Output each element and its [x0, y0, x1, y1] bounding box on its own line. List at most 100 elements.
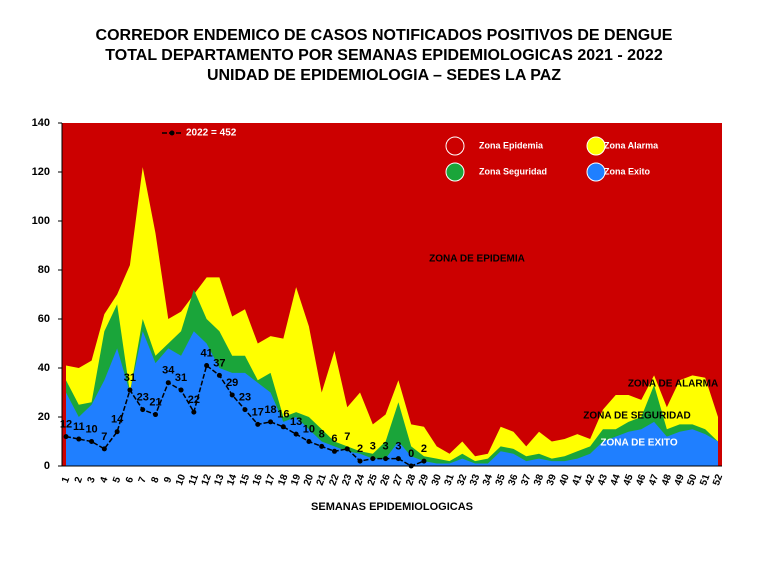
legend-label: Zona Alarma — [604, 140, 659, 150]
x-tick-label: 39 — [545, 473, 559, 488]
line-point — [395, 456, 401, 462]
y-tick-label: 140 — [32, 117, 50, 129]
x-tick-label: 29 — [417, 473, 431, 488]
data-label: 31 — [124, 372, 136, 384]
x-tick-label: 45 — [622, 473, 636, 488]
data-label: 37 — [213, 357, 225, 369]
legend-label: Zona Exito — [604, 166, 651, 176]
data-label: 29 — [226, 377, 238, 389]
chart-title: CORREDOR ENDEMICO DE CASOS NOTIFICADOS P… — [96, 27, 673, 44]
x-tick-label: 40 — [558, 473, 572, 488]
x-tick-label: 31 — [443, 473, 457, 488]
data-label: 18 — [264, 404, 276, 416]
data-label: 3 — [370, 441, 376, 453]
line-point — [319, 443, 325, 449]
x-tick-label: 2 — [73, 475, 85, 484]
x-tick-label: 18 — [276, 473, 290, 488]
data-label: 17 — [252, 406, 264, 418]
line-point — [127, 387, 133, 393]
x-tick-label: 27 — [391, 473, 405, 488]
line-point — [165, 380, 171, 386]
data-label: 2 — [357, 443, 363, 455]
line-point — [344, 446, 350, 452]
x-tick-label: 16 — [251, 473, 265, 488]
x-tick-label: 13 — [212, 473, 226, 488]
y-tick-label: 40 — [38, 362, 50, 374]
line-point — [357, 458, 363, 464]
annotation: ZONA DE SEGURIDAD — [583, 411, 690, 422]
data-label: 13 — [290, 416, 302, 428]
line-point — [152, 412, 158, 418]
line-point — [101, 446, 107, 452]
x-tick-label: 15 — [238, 473, 252, 488]
line-point — [114, 429, 120, 435]
x-tick-label: 23 — [340, 473, 354, 488]
legend-label: 2022 = 452 — [186, 128, 237, 139]
data-label: 41 — [201, 347, 213, 359]
data-label: 23 — [239, 392, 251, 404]
x-tick-label: 28 — [404, 473, 418, 488]
x-tick-label: 47 — [647, 473, 661, 488]
data-label: 2 — [421, 443, 427, 455]
x-tick-label: 11 — [187, 473, 201, 487]
x-tick-label: 38 — [532, 473, 546, 488]
y-tick-label: 60 — [38, 313, 50, 325]
zone-area — [66, 331, 718, 466]
line-point — [204, 363, 210, 369]
x-tick-label: 26 — [379, 473, 393, 488]
x-tick-label: 50 — [685, 473, 699, 488]
data-label: 7 — [101, 431, 107, 443]
line-point — [331, 448, 337, 454]
y-tick-label: 20 — [38, 411, 50, 423]
x-tick-label: 24 — [353, 473, 367, 488]
data-label: 31 — [175, 372, 187, 384]
x-tick-label: 9 — [162, 475, 174, 484]
data-label: 0 — [408, 448, 414, 460]
line-point — [280, 424, 286, 430]
x-tick-label: 5 — [111, 475, 123, 484]
annotation: ZONA DE EPIDEMIA — [429, 254, 525, 265]
data-label: 34 — [162, 365, 175, 377]
data-label: 21 — [149, 396, 161, 408]
x-tick-label: 25 — [366, 473, 380, 488]
x-tick-label: 49 — [673, 473, 687, 488]
data-label: 7 — [344, 431, 350, 443]
x-tick-label: 30 — [430, 473, 444, 488]
x-tick-label: 44 — [609, 473, 623, 488]
annotation: ZONA DE ALARMA — [628, 379, 718, 390]
line-point — [383, 456, 389, 462]
x-tick-label: 42 — [583, 473, 597, 488]
data-label: 8 — [319, 428, 325, 440]
x-tick-label: 51 — [698, 473, 712, 488]
data-label: 14 — [111, 414, 124, 426]
x-tick-label: 7 — [137, 475, 149, 484]
line-point — [293, 431, 299, 437]
x-tick-label: 32 — [455, 473, 469, 488]
x-tick-label: 48 — [660, 473, 674, 488]
data-label: 6 — [331, 433, 337, 445]
data-label: 3 — [395, 441, 401, 453]
line-point — [421, 458, 427, 464]
data-label: 22 — [188, 394, 200, 406]
data-label: 12 — [60, 419, 72, 431]
x-tick-label: 6 — [124, 475, 136, 484]
line-point — [408, 463, 414, 469]
x-tick-label: 14 — [225, 473, 239, 488]
line-point — [242, 407, 248, 413]
y-tick-label: 100 — [32, 215, 50, 227]
legend-marker — [445, 136, 465, 156]
x-tick-label: 22 — [328, 473, 342, 488]
x-axis-label: SEMANAS EPIDEMIOLOGICAS — [311, 501, 473, 513]
line-point — [89, 439, 95, 444]
data-label: 16 — [277, 409, 289, 421]
x-tick-label: 19 — [289, 473, 303, 488]
x-tick-label: 20 — [302, 473, 316, 488]
data-label: 23 — [137, 392, 149, 404]
legend-label: Zona Epidemia — [479, 140, 544, 150]
x-tick-label: 17 — [264, 473, 278, 488]
x-tick-label: 43 — [596, 473, 610, 488]
x-tick-label: 52 — [711, 473, 725, 488]
x-tick-label: 10 — [174, 473, 188, 488]
line-point — [229, 392, 235, 398]
x-tick-label: 12 — [200, 473, 214, 488]
